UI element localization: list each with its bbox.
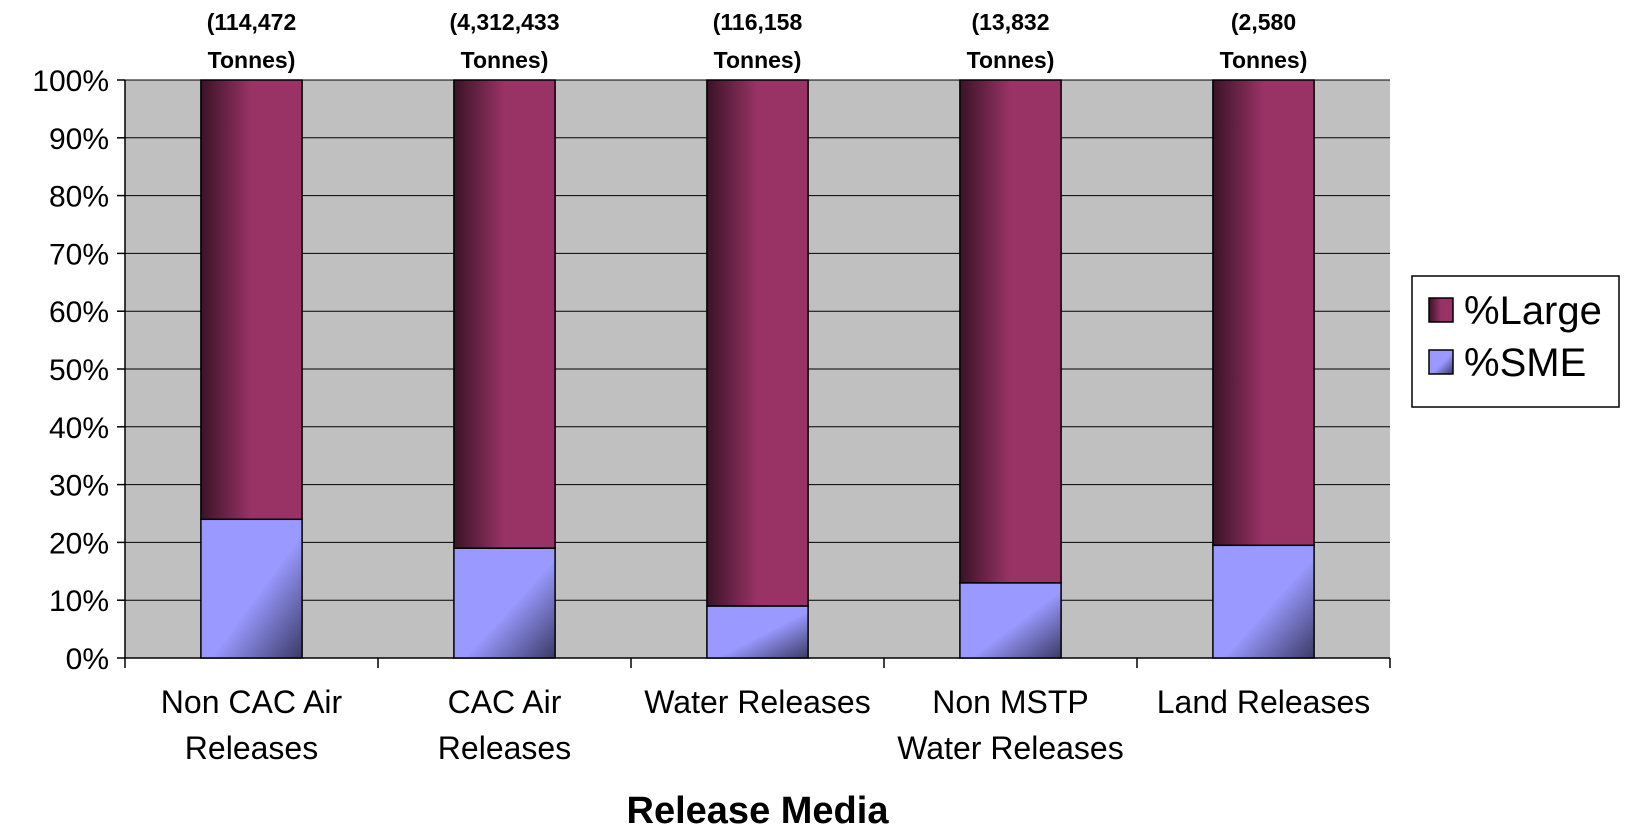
y-tick-label: 60% (49, 296, 109, 329)
legend-swatch-large (1428, 297, 1454, 323)
bar-annotation: (116,158 Tonnes) (713, 9, 803, 73)
y-tick-label: 10% (49, 585, 109, 618)
bar-sme (959, 582, 1062, 659)
bar-annotation: (114,472 Tonnes) (207, 9, 297, 73)
legend-label: %Large (1464, 289, 1602, 333)
bar-large (706, 79, 809, 607)
y-tick-label: 20% (49, 527, 109, 560)
y-tick-label: 0% (66, 643, 109, 676)
legend-label: %SME (1464, 341, 1586, 385)
bar-sme (200, 518, 303, 659)
x-category-label: Non CAC Air Releases (161, 684, 343, 766)
bar-sme (1212, 544, 1315, 659)
bar-annotation: (4,312,433 Tonnes) (450, 9, 560, 73)
bar-large (453, 79, 556, 549)
y-tick-label: 80% (49, 181, 109, 214)
y-tick-label: 100% (32, 65, 109, 98)
bar-large (200, 79, 303, 521)
bar-large (1212, 79, 1315, 547)
bar-annotation: (2,580 Tonnes) (1220, 9, 1308, 73)
legend: %Large %SME (1411, 275, 1620, 408)
x-category-label: Land Releases (1157, 684, 1370, 720)
x-category-label: Water Releases (644, 684, 870, 720)
y-tick-label: 50% (49, 354, 109, 387)
x-axis-title: Release Media (627, 790, 890, 830)
bar-annotation: (13,832 Tonnes) (967, 9, 1055, 73)
y-tick-label: 70% (49, 238, 109, 271)
x-category-label: CAC Air Releases (438, 684, 571, 766)
y-tick-label: 40% (49, 412, 109, 445)
x-category-label: Non MSTP Water Releases (897, 684, 1123, 766)
bar-sme (453, 547, 556, 659)
bar-large (959, 79, 1062, 584)
bar-sme (706, 605, 809, 659)
y-tick-label: 30% (49, 470, 109, 503)
legend-swatch-sme (1428, 349, 1454, 375)
y-tick-label: 90% (49, 123, 109, 156)
